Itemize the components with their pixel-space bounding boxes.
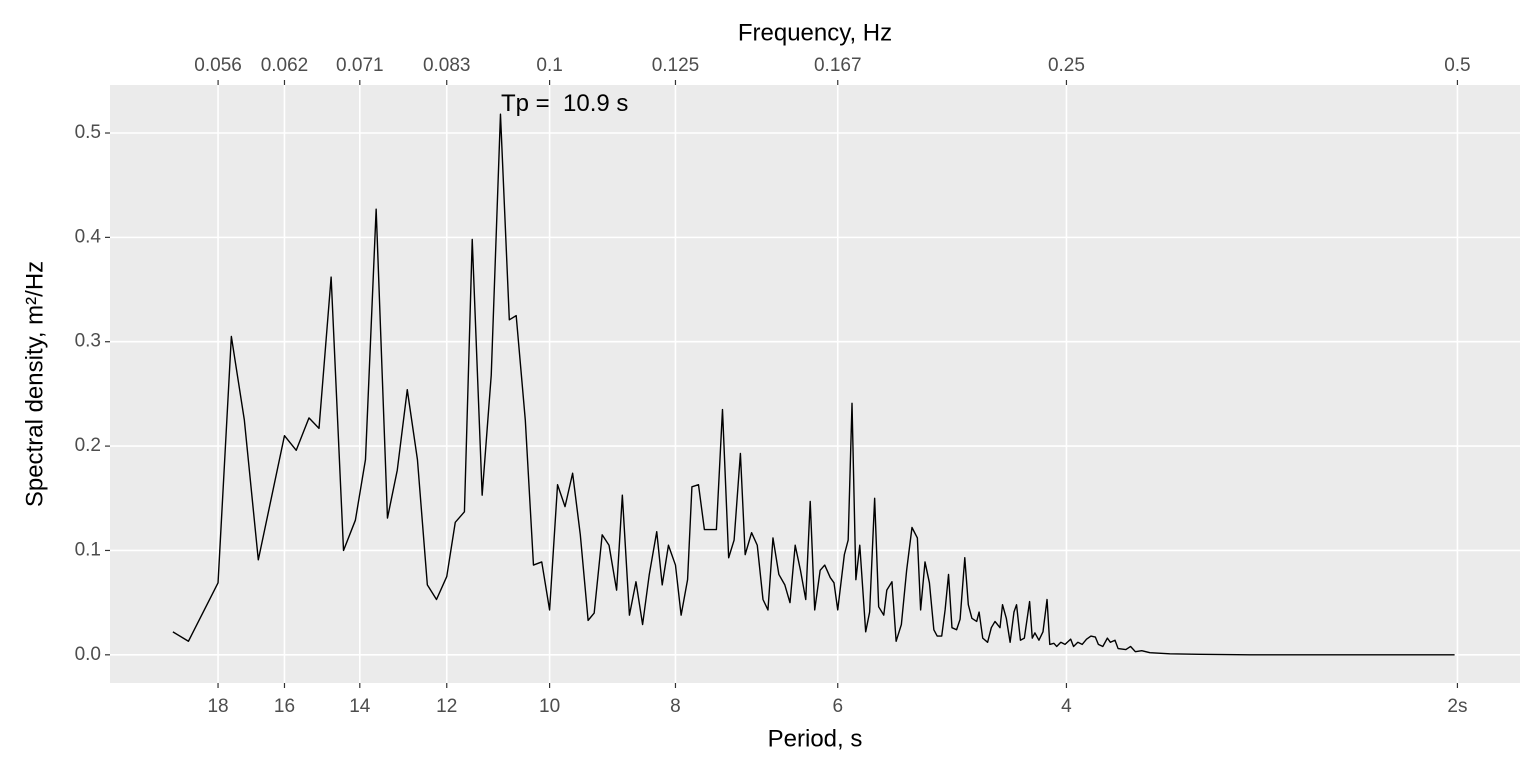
grid <box>110 85 1520 683</box>
x2-tick-label: 0.1 <box>536 55 562 76</box>
x2-tick-label: 0.167 <box>814 55 862 76</box>
annotation: Tp = 10.9 s <box>501 90 628 117</box>
x-tick-label: 4 <box>1061 696 1072 717</box>
x-tick-label: 10 <box>539 696 560 717</box>
x2-tick-label: 0.5 <box>1444 55 1470 76</box>
x2-tick-label: 0.062 <box>261 55 309 76</box>
y-tick-label: 0.3 <box>75 331 101 352</box>
marks <box>172 113 1455 656</box>
y-tick-label: 0.0 <box>75 644 101 665</box>
x-tick-label: 16 <box>274 696 295 717</box>
panel <box>110 85 1520 683</box>
x-tick-label: 2s <box>1447 696 1467 717</box>
y-tick-label: 0.4 <box>75 226 102 247</box>
y-tick-label: 0.2 <box>75 435 101 456</box>
x2-tick-label: 0.25 <box>1048 55 1085 76</box>
x2-tick-label: 0.071 <box>336 55 384 76</box>
x2-tick-label: 0.056 <box>194 55 242 76</box>
y-tick-label: 0.5 <box>75 122 101 143</box>
x-tick-label: 12 <box>436 696 457 717</box>
y-axis-title: Spectral density, m²/Hz <box>21 261 48 507</box>
x-axis-title: Period, s <box>768 725 863 752</box>
x-tick-label: 14 <box>349 696 371 717</box>
x2-axis-title: Frequency, Hz <box>738 19 892 46</box>
x-tick-label: 18 <box>207 696 228 717</box>
x-tick-label: 6 <box>832 696 843 717</box>
y-tick-label: 0.1 <box>75 539 101 560</box>
x2-tick-label: 0.083 <box>423 55 471 76</box>
spectrum-line <box>172 113 1455 656</box>
x-tick-label: 8 <box>670 696 681 717</box>
x2-tick-label: 0.125 <box>652 55 700 76</box>
